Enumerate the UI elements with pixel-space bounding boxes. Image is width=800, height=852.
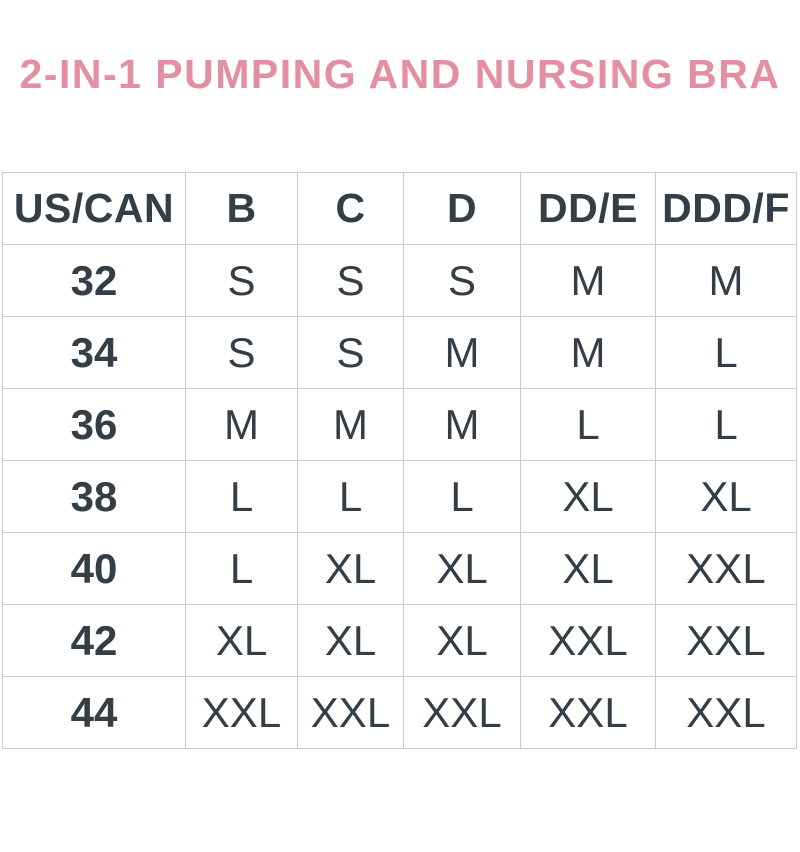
table-row-44: 44 XXL XXL XXL XXL XXL	[2, 676, 797, 749]
cup-size-cell: M	[520, 244, 656, 317]
cup-size-cell: L	[520, 388, 656, 461]
cup-size-cell: L	[655, 316, 797, 389]
column-header-ddd-f: DDD/F	[655, 172, 797, 245]
band-size-cell: 40	[2, 532, 186, 605]
cup-size-cell: XL	[403, 604, 521, 677]
size-chart-table: US/CAN B C D DD/E DDD/F 32 S S S M M 34 …	[2, 172, 797, 749]
cup-size-cell: M	[520, 316, 656, 389]
cup-size-cell: XL	[520, 532, 656, 605]
cup-size-cell: S	[185, 244, 298, 317]
band-size-cell: 34	[2, 316, 186, 389]
cup-size-cell: L	[185, 532, 298, 605]
cup-size-cell: L	[297, 460, 404, 533]
page-title: 2-IN-1 PUMPING AND NURSING BRA	[19, 51, 781, 97]
band-size-cell: 32	[2, 244, 186, 317]
table-row-38: 38 L L L XL XL	[2, 460, 797, 533]
cup-size-cell: XL	[297, 604, 404, 677]
cup-size-cell: XL	[297, 532, 404, 605]
cup-size-cell: M	[297, 388, 404, 461]
table-row-42: 42 XL XL XL XXL XXL	[2, 604, 797, 677]
table-row-36: 36 M M M L L	[2, 388, 797, 461]
cup-size-cell: XL	[185, 604, 298, 677]
cup-size-cell: L	[655, 388, 797, 461]
cup-size-cell: M	[185, 388, 298, 461]
cup-size-cell: S	[185, 316, 298, 389]
column-header-us-can: US/CAN	[2, 172, 186, 245]
table-header-row: US/CAN B C D DD/E DDD/F	[2, 172, 797, 245]
cup-size-cell: L	[403, 460, 521, 533]
cup-size-cell: M	[403, 316, 521, 389]
column-header-c: C	[297, 172, 404, 245]
cup-size-cell: S	[403, 244, 521, 317]
band-size-cell: 42	[2, 604, 186, 677]
cup-size-cell: XXL	[297, 676, 404, 749]
column-header-dd-e: DD/E	[520, 172, 656, 245]
cup-size-cell: XXL	[655, 532, 797, 605]
cup-size-cell: XXL	[403, 676, 521, 749]
band-size-cell: 36	[2, 388, 186, 461]
cup-size-cell: L	[185, 460, 298, 533]
cup-size-cell: XL	[655, 460, 797, 533]
cup-size-cell: XXL	[655, 676, 797, 749]
cup-size-cell: XL	[520, 460, 656, 533]
cup-size-cell: XXL	[185, 676, 298, 749]
column-header-d: D	[403, 172, 521, 245]
cup-size-cell: XXL	[520, 604, 656, 677]
column-header-b: B	[185, 172, 298, 245]
band-size-cell: 38	[2, 460, 186, 533]
cup-size-cell: XL	[403, 532, 521, 605]
table-row-32: 32 S S S M M	[2, 244, 797, 317]
cup-size-cell: XXL	[655, 604, 797, 677]
band-size-cell: 44	[2, 676, 186, 749]
cup-size-cell: XXL	[520, 676, 656, 749]
cup-size-cell: S	[297, 316, 404, 389]
cup-size-cell: S	[297, 244, 404, 317]
cup-size-cell: M	[403, 388, 521, 461]
table-row-40: 40 L XL XL XL XXL	[2, 532, 797, 605]
table-row-34: 34 S S M M L	[2, 316, 797, 389]
cup-size-cell: M	[655, 244, 797, 317]
